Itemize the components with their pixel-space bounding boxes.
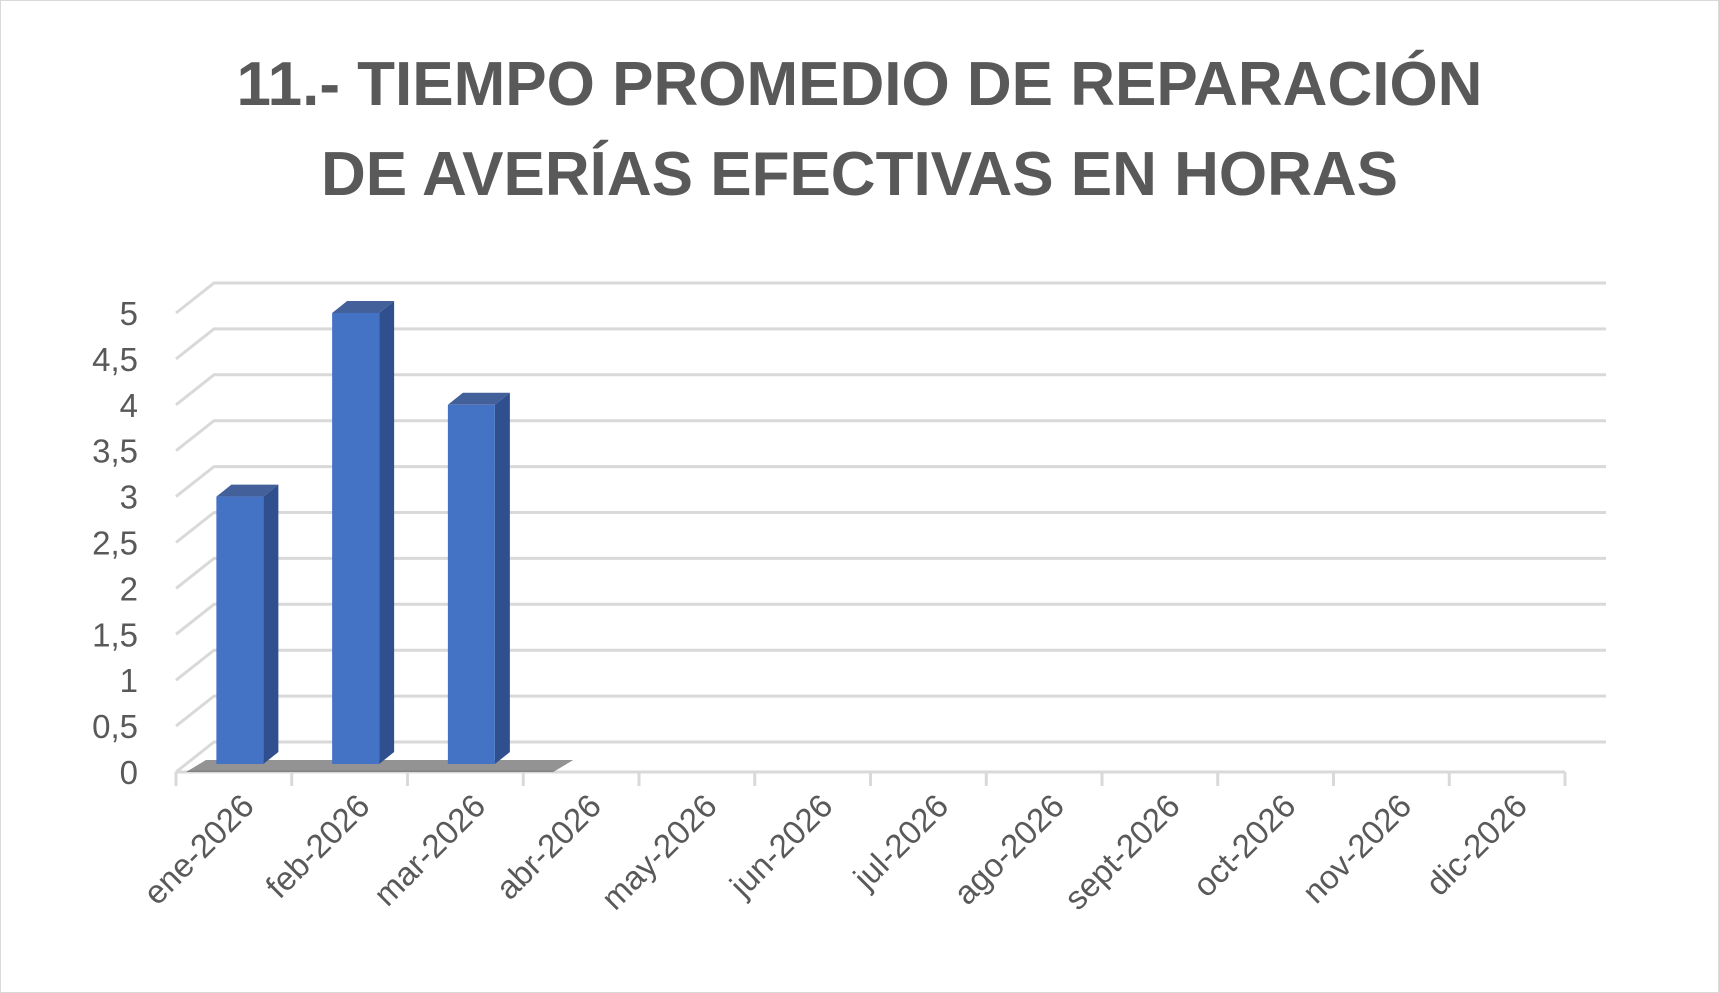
y-tick-label: 2,5 (92, 525, 138, 562)
gridline (175, 281, 1606, 315)
x-tick-label: may-2026 (594, 787, 724, 917)
gridline (175, 648, 1606, 682)
bar-side (263, 484, 279, 764)
x-tick-label: mar-2026 (366, 787, 492, 913)
y-tick-label: 3,5 (92, 433, 138, 470)
bar-side (379, 301, 395, 764)
y-tick-label: 1,5 (92, 616, 138, 653)
bar-front (332, 313, 380, 764)
y-tick-label: 1 (120, 662, 138, 699)
y-tick-label: 0,5 (92, 708, 138, 745)
x-tick-label: jul-2026 (845, 787, 955, 897)
gridline (175, 740, 1606, 774)
chart-title: 11.- TIEMPO PROMEDIO DE REPARACIÓN DE AV… (0, 40, 1719, 220)
gridlines (175, 281, 1606, 774)
bar-top (447, 392, 510, 405)
x-tick-label: abr-2026 (488, 787, 608, 907)
bar-top (216, 484, 279, 497)
y-tick-label: 3 (120, 479, 138, 516)
y-tick-label: 4,5 (92, 341, 138, 378)
x-tick-label: sept-2026 (1057, 787, 1187, 917)
y-tick-label: 5 (120, 295, 138, 332)
x-tick-label: oct-2026 (1186, 787, 1303, 904)
bar-front (216, 496, 264, 764)
chart-title-line-1: 11.- TIEMPO PROMEDIO DE REPARACIÓN (236, 50, 1483, 119)
x-tick-label: dic-2026 (1418, 787, 1534, 903)
x-tick-label: jun-2026 (722, 787, 840, 905)
axes (174, 770, 1567, 786)
bars (186, 301, 574, 772)
gridline (175, 327, 1606, 361)
gridline (175, 602, 1606, 636)
bar (447, 392, 510, 764)
y-tick-label: 4 (120, 387, 138, 424)
chart-title-line-2: DE AVERÍAS EFECTIVAS EN HORAS (320, 140, 1399, 209)
bar (216, 484, 279, 764)
gridline (175, 556, 1606, 590)
x-tick-label: nov-2026 (1295, 787, 1418, 910)
gridline (175, 465, 1606, 498)
bar-top (332, 301, 395, 313)
gridline (175, 511, 1606, 544)
y-tick-label: 0 (120, 754, 138, 791)
bar-front (447, 404, 495, 764)
gridline (175, 419, 1606, 452)
x-tick-label: feb-2026 (258, 787, 376, 905)
y-tick-label: 2 (120, 570, 138, 607)
gridline (175, 373, 1606, 406)
bar (332, 301, 395, 764)
tick-labels: 0 0,5 1 1,5 2 2,5 3 3,5 4 4,5 5 ene-2026feb-2026mar… (92, 295, 1534, 917)
x-tick-label: ago-2026 (946, 787, 1071, 912)
gridline (175, 694, 1606, 728)
bar-side (494, 392, 510, 764)
x-tick-label: ene-2026 (136, 787, 261, 912)
